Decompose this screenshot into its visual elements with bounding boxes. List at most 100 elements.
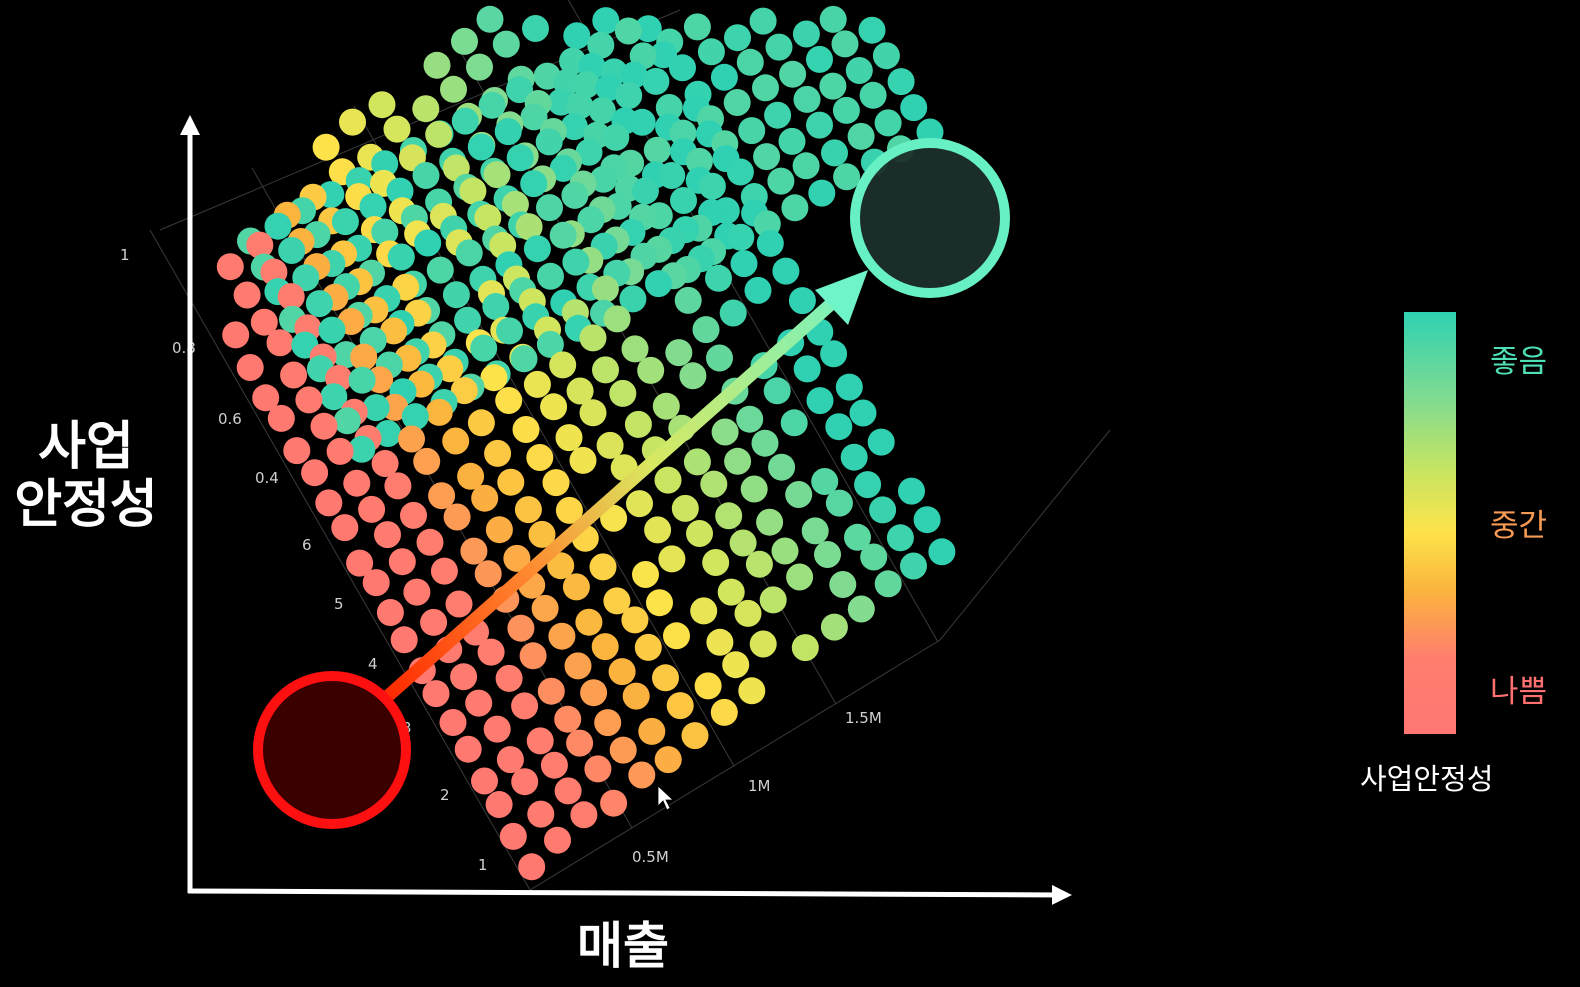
data-point [485, 791, 513, 818]
data-point [527, 800, 555, 828]
data-point [745, 550, 773, 578]
data-point [724, 24, 751, 52]
data-point [736, 405, 764, 433]
data-point [772, 257, 800, 285]
data-point [348, 435, 376, 463]
data-point [451, 27, 478, 55]
data-point [520, 103, 548, 131]
data-point [549, 351, 577, 379]
data-point [658, 545, 686, 573]
data-point [292, 264, 320, 292]
data-point [683, 13, 711, 41]
legend-mid-label: 중간 [1490, 508, 1548, 544]
data-point [705, 264, 732, 292]
data-point [339, 108, 366, 136]
data-point [549, 154, 577, 182]
data-point [749, 7, 777, 35]
data-point [692, 316, 720, 344]
data-point [638, 717, 666, 745]
data-point [819, 5, 847, 33]
data-point [820, 613, 848, 641]
mouse-cursor-icon [657, 785, 675, 811]
data-point [928, 538, 956, 566]
data-point [609, 736, 637, 764]
data-point [603, 587, 631, 615]
data-point [496, 746, 524, 774]
x-tick-label: 1.5M [845, 709, 882, 727]
data-point [483, 161, 511, 189]
data-point [845, 57, 873, 84]
low-stability-circle [253, 671, 411, 829]
depth-tick-label: 1 [478, 856, 488, 874]
data-point [806, 45, 833, 73]
data-point [554, 705, 582, 733]
data-point [781, 194, 809, 222]
data-point [723, 89, 751, 116]
data-point [634, 15, 662, 43]
data-point [738, 677, 766, 705]
data-point [874, 570, 902, 598]
data-point [729, 529, 757, 557]
data-point [387, 243, 415, 271]
data-point [759, 586, 787, 614]
data-point [608, 658, 636, 686]
data-point [887, 68, 915, 96]
data-point [679, 362, 707, 390]
x-axis-label: 매출 [577, 917, 669, 975]
data-point [563, 22, 591, 50]
data-point [384, 472, 412, 500]
data-point [566, 92, 594, 120]
data-point [503, 544, 531, 572]
data-point [785, 481, 813, 508]
data-point [454, 306, 482, 334]
data-point [315, 489, 343, 517]
data-point [663, 622, 690, 650]
data-point [471, 767, 498, 795]
data-point [626, 490, 653, 518]
data-point [619, 285, 647, 313]
data-point [644, 516, 672, 544]
data-point [631, 177, 659, 205]
data-point [632, 561, 659, 588]
data-point [457, 462, 485, 490]
data-point [535, 128, 563, 156]
data-point [801, 517, 829, 545]
data-point [738, 117, 766, 145]
data-point [264, 212, 292, 240]
data-point [430, 557, 458, 585]
data-point [686, 520, 713, 547]
data-point [614, 17, 642, 45]
data-point [587, 31, 615, 59]
data-point [620, 61, 648, 89]
data-point [646, 589, 673, 617]
data-point [412, 95, 440, 123]
trend-arrow-shaft [381, 289, 847, 703]
data-point [858, 16, 886, 44]
data-point [898, 477, 925, 505]
data-point [788, 287, 816, 315]
data-point [681, 722, 709, 750]
data-point [442, 427, 470, 455]
data-point [764, 101, 792, 129]
data-point [702, 549, 730, 576]
x-axis-arrow [187, 884, 1072, 905]
data-point [401, 403, 429, 431]
data-point [658, 162, 686, 189]
z-tick-label: 0.6 [218, 410, 242, 428]
data-point [548, 622, 576, 650]
data-point [501, 190, 529, 218]
data-point [246, 231, 274, 259]
y-axis-label: 사업 안정성 [14, 417, 158, 536]
data-point [727, 223, 755, 251]
data-point [591, 275, 619, 303]
data-point [592, 356, 619, 384]
data-point [711, 418, 739, 446]
data-point [900, 94, 928, 122]
data-point [792, 20, 820, 48]
data-point [575, 608, 603, 636]
data-point [710, 63, 738, 91]
data-point [808, 179, 836, 207]
data-point [588, 97, 616, 124]
data-point [768, 453, 796, 481]
data-point [537, 677, 565, 705]
